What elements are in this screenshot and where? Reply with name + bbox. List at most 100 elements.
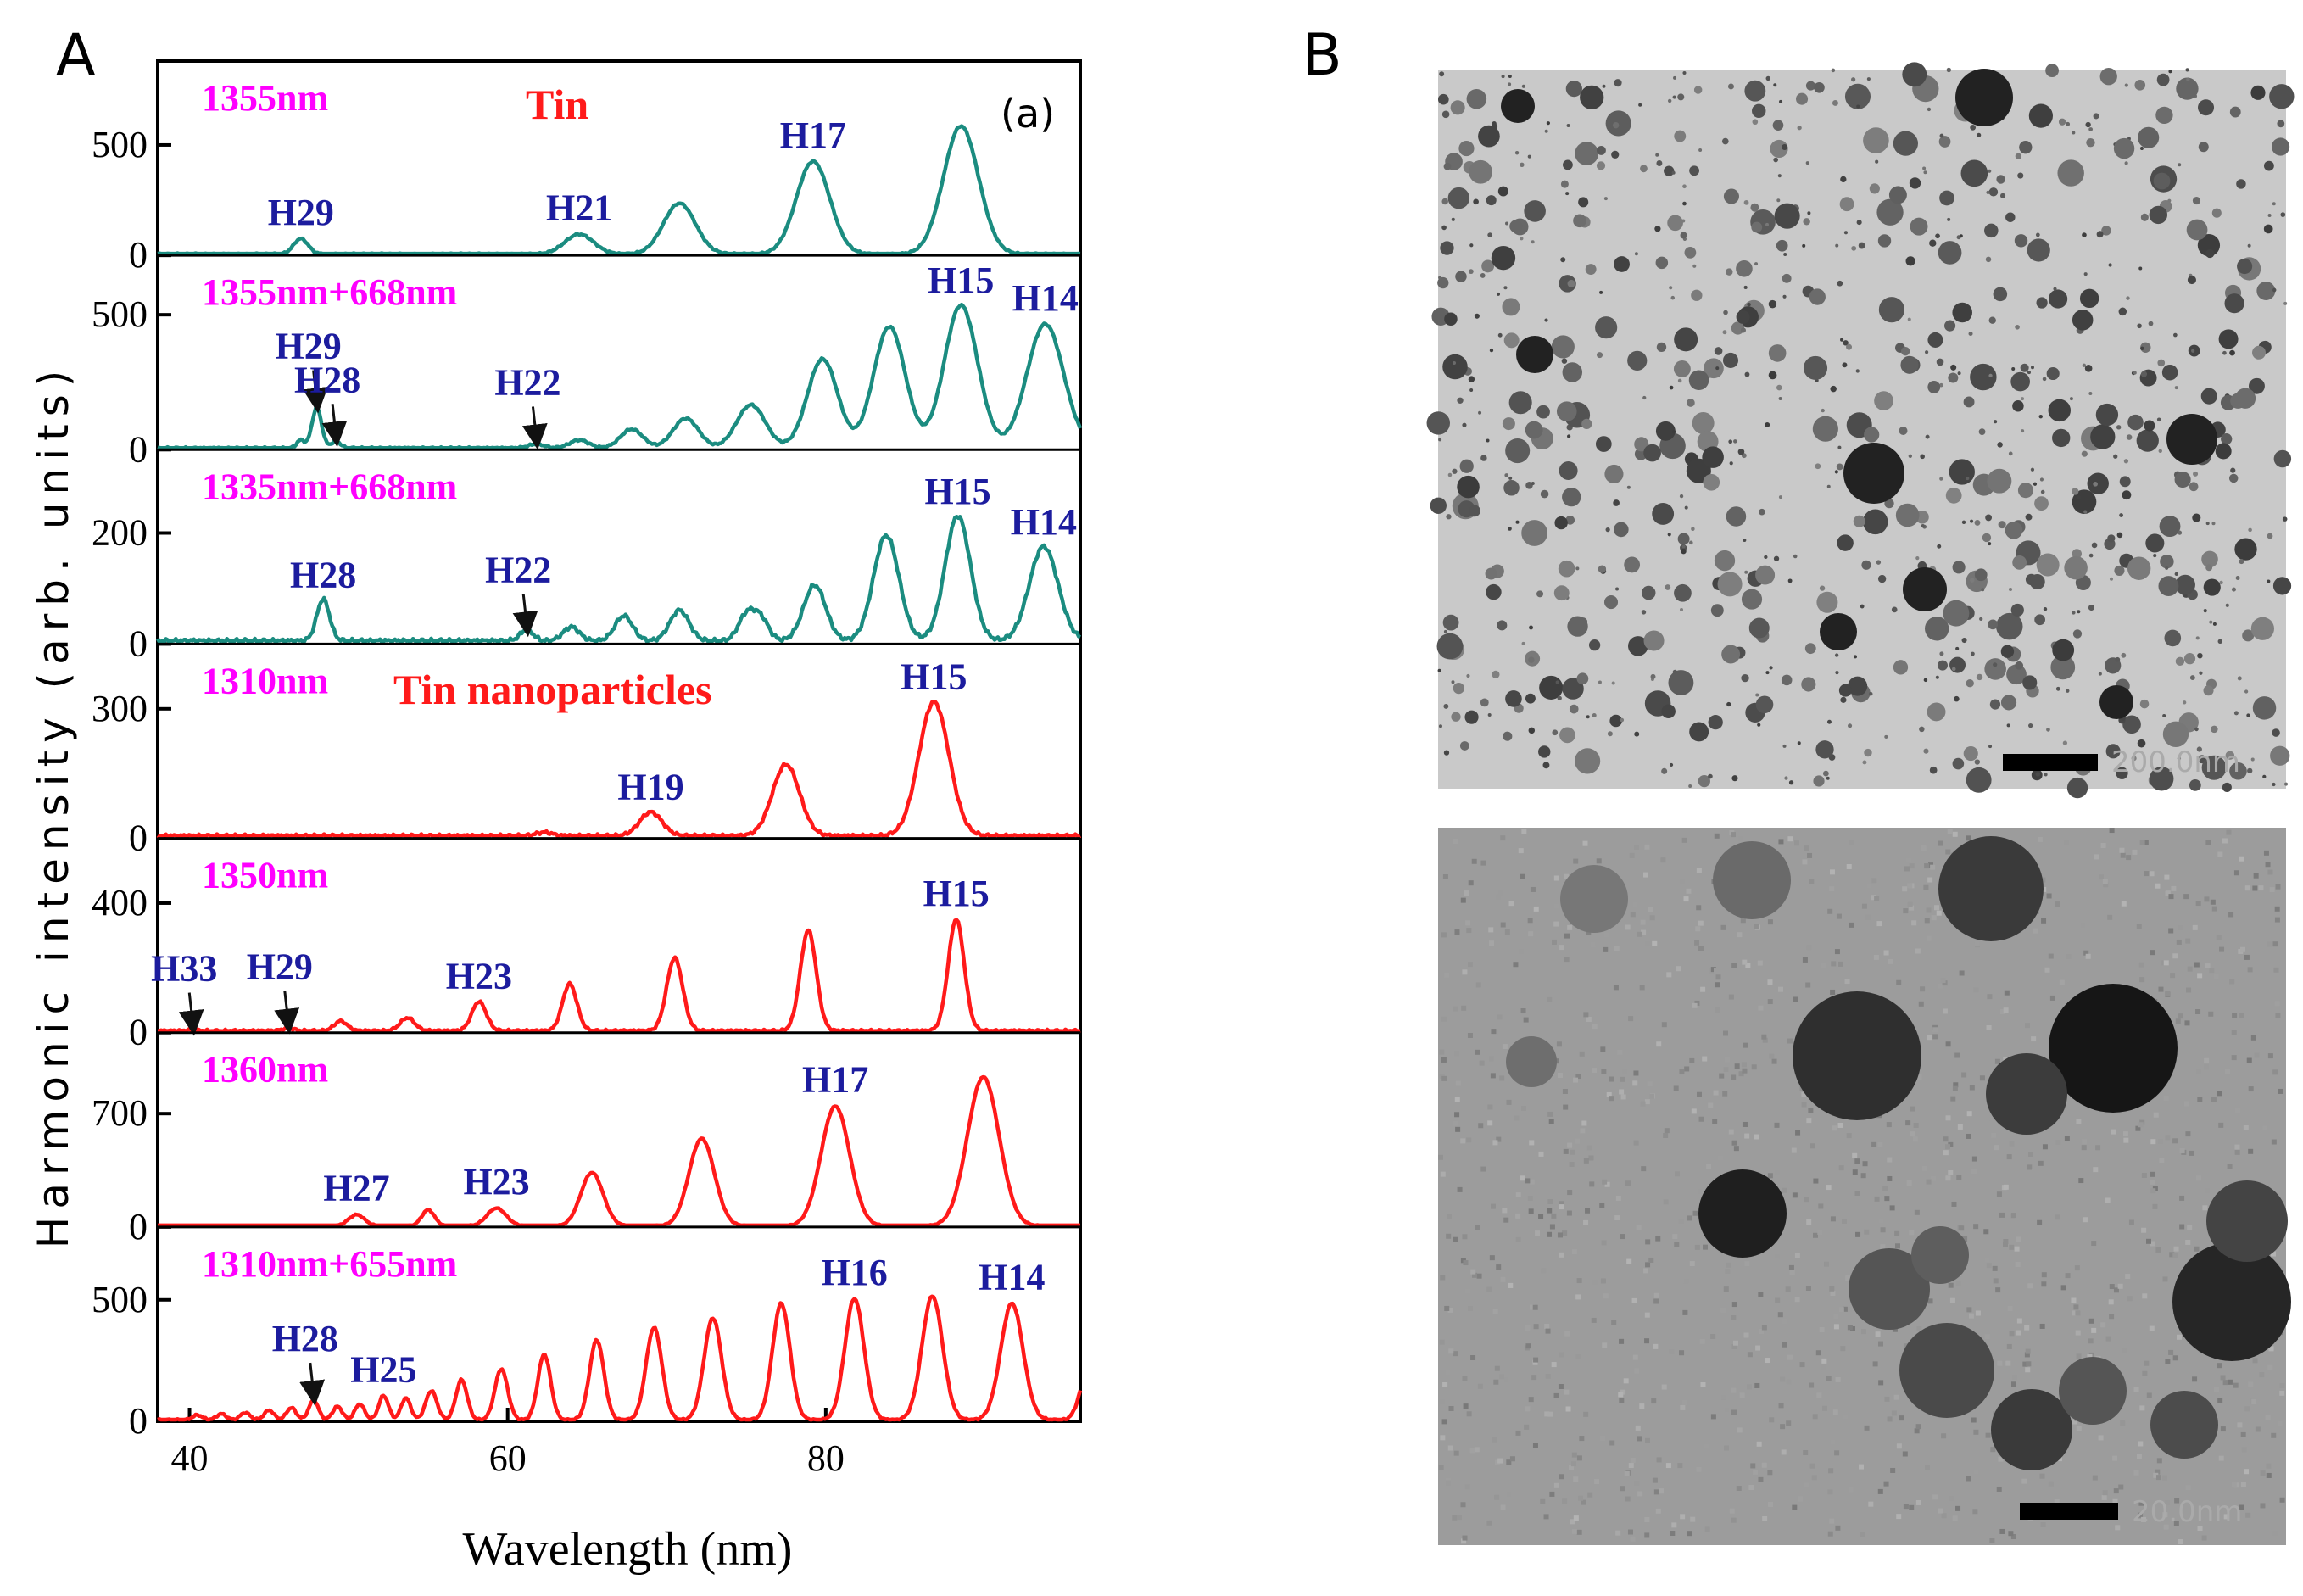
nanoparticle [1457, 397, 1464, 404]
nanoparticle [1672, 430, 1676, 434]
noise-grain [1966, 1476, 1971, 1482]
x-axis-label: Wavelength (nm) [463, 1523, 793, 1576]
noise-grain [2278, 1088, 2283, 1094]
nanoparticle [1527, 154, 1531, 159]
nanoparticle [2273, 449, 2292, 468]
nanoparticle [1996, 612, 2023, 640]
noise-grain [1737, 932, 1743, 938]
nanoparticle [1853, 515, 1865, 527]
noise-grain [1545, 1328, 1551, 1334]
noise-grain [1463, 1260, 1469, 1266]
nanoparticle [1478, 125, 1500, 148]
nanoparticle [2140, 342, 2151, 353]
nanoparticle [1459, 459, 1474, 473]
noise-grain [2172, 1355, 2178, 1361]
noise-grain [1440, 1171, 1446, 1177]
noise-grain [2163, 1524, 2169, 1530]
nanoparticle [1567, 616, 1588, 637]
noise-grain [1923, 884, 1929, 890]
noise-grain [1448, 1348, 1454, 1354]
nanoparticle [1451, 217, 1455, 221]
nanoparticle [1480, 273, 1486, 278]
nanoparticle [1782, 744, 1787, 748]
nanoparticle [2012, 400, 2024, 412]
noise-grain [2259, 1372, 2265, 1378]
noise-grain [1503, 1217, 1509, 1223]
noise-grain [2209, 968, 2215, 974]
noise-grain [1902, 886, 1908, 892]
nanoparticle [1950, 364, 1957, 371]
nanoparticle [1669, 385, 1674, 390]
noise-grain [1652, 1477, 1658, 1483]
noise-grain [1829, 1286, 1835, 1292]
nanoparticle [1727, 83, 1734, 90]
nanoparticle [1502, 417, 1515, 431]
noise-grain [2218, 1122, 2224, 1128]
noise-grain [1731, 1387, 1737, 1393]
nanoparticle [1682, 70, 1687, 75]
noise-grain [2003, 1007, 2009, 1013]
nanoparticle [1816, 591, 1838, 613]
noise-grain [1571, 1528, 1577, 1534]
noise-grain [1948, 1047, 1954, 1053]
noise-grain [1591, 1317, 1597, 1323]
noise-grain [1844, 979, 1850, 985]
noise-grain [1731, 963, 1737, 968]
noise-grain [2165, 1135, 2171, 1141]
noise-grain [1696, 905, 1702, 911]
noise-grain [2187, 1225, 2193, 1230]
nanoparticle [2272, 287, 2277, 293]
noise-grain [1475, 1225, 1480, 1230]
nanoparticle [1984, 658, 2006, 680]
nanoparticle [1717, 572, 1743, 597]
nanoparticle [1536, 405, 1550, 419]
series-label: 1335nm+668nm [202, 466, 457, 507]
noise-grain [1998, 1456, 2004, 1462]
noise-grain [1530, 1304, 1536, 1310]
nanoparticle [1669, 286, 1673, 290]
noise-grain [2240, 1482, 2246, 1487]
noise-grain [2204, 1188, 2210, 1194]
noise-grain [1914, 1428, 1920, 1434]
nanoparticle [2178, 530, 2183, 535]
nanoparticle [1528, 727, 1536, 734]
noise-grain [1442, 1381, 1448, 1387]
nanoparticle [1752, 103, 1766, 119]
noise-grain [1927, 1035, 1932, 1041]
nanoparticle [1464, 710, 1479, 724]
noise-grain [1941, 1513, 1947, 1519]
noise-grain [1725, 1269, 1731, 1275]
noise-grain [1671, 1522, 1677, 1528]
nanoparticle [2209, 620, 2213, 624]
noise-grain [2024, 1352, 2030, 1358]
nanoparticle [1803, 218, 1810, 226]
noise-grain [1677, 1463, 1683, 1469]
nanoparticle [2088, 604, 2094, 611]
noise-grain [1672, 1234, 1678, 1240]
nanoparticle [1598, 680, 1602, 684]
harmonic-annotation: H16 [822, 1252, 888, 1293]
nanoparticle [1521, 84, 1525, 88]
noise-grain [1702, 1056, 1708, 1062]
noise-grain [1682, 1309, 1688, 1315]
noise-grain [2046, 893, 2052, 899]
noise-grain [1731, 1517, 1737, 1523]
nanoparticle [2217, 639, 2223, 645]
nanoparticle [2187, 275, 2196, 285]
noise-grain [1630, 912, 1636, 918]
noise-grain [2201, 1535, 2207, 1541]
noise-grain [2231, 1482, 2237, 1487]
noise-grain [2162, 1276, 2168, 1282]
noise-grain [1945, 1175, 1951, 1181]
noise-grain [1912, 1136, 1918, 1142]
noise-grain [1520, 1106, 1526, 1112]
noise-grain [1457, 1186, 1463, 1192]
harmonic-annotation: H14 [1012, 277, 1079, 319]
noise-grain [1828, 1468, 1834, 1474]
noise-grain [2173, 1521, 2179, 1526]
nanoparticle [1807, 211, 1811, 215]
spectrum-line-5 [157, 1074, 1081, 1228]
noise-grain [1986, 1263, 1992, 1269]
nanoparticle [1726, 506, 1747, 527]
nanoparticle [1959, 234, 1963, 238]
